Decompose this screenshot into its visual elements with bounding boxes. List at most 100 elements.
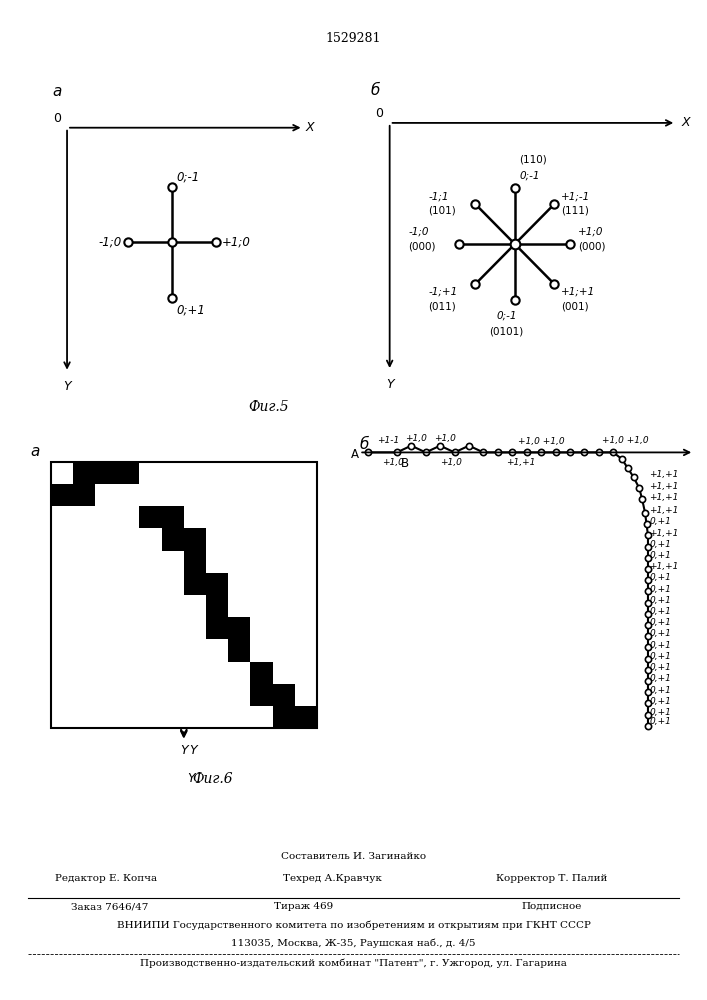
Text: 0,+1: 0,+1 — [650, 517, 671, 526]
Text: Y: Y — [189, 744, 197, 757]
Text: Фиг.5: Фиг.5 — [248, 400, 289, 414]
Text: +1,0 +1,0: +1,0 +1,0 — [602, 436, 648, 445]
Text: 0,+1: 0,+1 — [650, 585, 671, 594]
Bar — [184, 551, 206, 573]
Text: +1,0: +1,0 — [406, 434, 427, 443]
Text: ВНИИПИ Государственного комитета по изобретениям и открытиям при ГКНТ СССР: ВНИИПИ Государственного комитета по изоб… — [117, 920, 590, 930]
Text: 0,+1: 0,+1 — [650, 674, 671, 683]
Bar — [117, 462, 139, 484]
Text: Заказ 7646/47: Заказ 7646/47 — [71, 902, 148, 911]
Text: +1;0: +1;0 — [221, 236, 250, 249]
Text: 0,+1: 0,+1 — [650, 596, 671, 605]
Bar — [95, 462, 117, 484]
Bar — [206, 617, 228, 639]
Bar — [250, 662, 273, 684]
Text: 0: 0 — [53, 112, 62, 125]
Text: 0,+1: 0,+1 — [650, 652, 671, 661]
Bar — [184, 573, 206, 595]
Text: 0;+1: 0;+1 — [177, 303, 206, 316]
Text: б: б — [370, 83, 380, 98]
Text: Редактор Е. Копча: Редактор Е. Копча — [55, 874, 157, 883]
Text: 0,+1: 0,+1 — [650, 717, 671, 726]
Text: +1,0: +1,0 — [434, 434, 456, 443]
Text: 0,+1: 0,+1 — [650, 686, 671, 694]
Text: +1,+1: +1,+1 — [650, 470, 679, 479]
Text: +1,0 +1,0: +1,0 +1,0 — [518, 437, 565, 446]
Bar — [228, 617, 250, 639]
Text: X: X — [306, 121, 315, 134]
Text: Y: Y — [180, 744, 187, 757]
Text: B: B — [401, 457, 409, 470]
Text: 0,+1: 0,+1 — [650, 573, 671, 582]
Text: 0,+1: 0,+1 — [650, 540, 671, 549]
Text: Корректор Т. Палий: Корректор Т. Палий — [496, 874, 607, 883]
Text: 0: 0 — [375, 107, 383, 120]
Text: Подписное: Подписное — [521, 902, 582, 911]
Text: Техред А.Кравчук: Техред А.Кравчук — [283, 874, 382, 883]
Text: Составитель И. Загинайко: Составитель И. Загинайко — [281, 852, 426, 861]
Text: A: A — [351, 448, 359, 461]
Text: +1;-1: +1;-1 — [561, 191, 590, 201]
Bar — [273, 706, 295, 728]
Text: +1,+1: +1,+1 — [650, 482, 679, 491]
Bar — [139, 506, 162, 528]
Text: 0,+1: 0,+1 — [650, 618, 671, 627]
Text: +1,+1: +1,+1 — [650, 529, 679, 538]
Text: 0;-1: 0;-1 — [519, 170, 539, 180]
Text: 0,+1: 0,+1 — [650, 607, 671, 616]
Text: +1,+1: +1,+1 — [650, 493, 679, 502]
Text: Фиг.6: Фиг.6 — [192, 772, 233, 786]
Text: (001): (001) — [561, 302, 589, 312]
Text: (000): (000) — [409, 242, 436, 252]
Text: +1,+1: +1,+1 — [506, 458, 536, 467]
Text: Y: Y — [63, 380, 71, 393]
Text: -1;0: -1;0 — [409, 227, 429, 237]
Text: +1-1: +1-1 — [377, 436, 399, 445]
Bar — [184, 528, 206, 551]
Text: +1;0: +1;0 — [578, 227, 603, 237]
Text: 0,+1: 0,+1 — [650, 708, 671, 717]
Text: 0;-1: 0;-1 — [177, 170, 200, 184]
Text: 0,+1: 0,+1 — [650, 551, 671, 560]
Text: a: a — [52, 84, 62, 99]
Text: 0,+1: 0,+1 — [650, 697, 671, 706]
Bar — [73, 484, 95, 506]
Text: +1;+1: +1;+1 — [561, 287, 596, 297]
Text: Y: Y — [187, 772, 194, 785]
Text: +1,+1: +1,+1 — [650, 506, 679, 515]
Bar — [162, 506, 184, 528]
Text: (101): (101) — [428, 206, 456, 216]
Text: (110): (110) — [519, 155, 547, 165]
Bar — [295, 706, 317, 728]
Text: Тираж 469: Тираж 469 — [274, 902, 334, 911]
Text: 1529281: 1529281 — [326, 32, 381, 45]
Bar — [50, 462, 317, 728]
Text: 0,+1: 0,+1 — [650, 641, 671, 650]
Text: a: a — [30, 444, 40, 459]
Bar — [162, 528, 184, 551]
Text: 0;-1: 0;-1 — [496, 311, 517, 321]
Bar — [206, 573, 228, 595]
Text: 0,+1: 0,+1 — [650, 663, 671, 672]
Bar — [206, 595, 228, 617]
Text: Y: Y — [386, 378, 394, 391]
Text: +1,0: +1,0 — [382, 458, 404, 467]
Bar — [50, 484, 73, 506]
Text: (000): (000) — [578, 242, 605, 252]
Text: -1;0: -1;0 — [99, 236, 122, 249]
Text: X: X — [682, 116, 690, 129]
Bar — [250, 684, 273, 706]
Bar — [228, 639, 250, 662]
Bar — [73, 462, 95, 484]
Text: б: б — [359, 437, 368, 452]
Text: (011): (011) — [428, 302, 456, 312]
Text: +1,0: +1,0 — [440, 458, 462, 467]
Text: -1;+1: -1;+1 — [428, 287, 457, 297]
Text: (0101): (0101) — [489, 326, 524, 336]
Text: +1,+1: +1,+1 — [650, 562, 679, 571]
Text: (111): (111) — [561, 206, 589, 216]
Bar — [273, 684, 295, 706]
Text: 0,+1: 0,+1 — [650, 629, 671, 638]
Text: Производственно-издательский комбинат "Патент", г. Ужгород, ул. Гагарина: Производственно-издательский комбинат "П… — [140, 958, 567, 968]
Text: -1;1: -1;1 — [428, 191, 449, 201]
